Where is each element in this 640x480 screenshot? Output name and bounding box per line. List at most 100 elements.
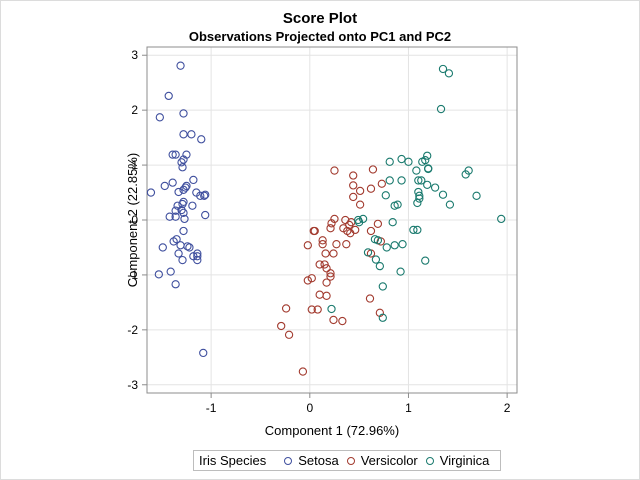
data-point	[385, 176, 394, 185]
y-tick-label: 0	[131, 213, 138, 227]
data-point	[342, 240, 351, 249]
data-point	[303, 276, 312, 285]
data-point	[327, 219, 336, 228]
grid-lines	[147, 47, 517, 393]
x-tick-label: 1	[405, 401, 412, 415]
data-point	[398, 240, 407, 249]
data-point	[171, 212, 180, 221]
data-point	[497, 214, 506, 224]
data-point	[371, 255, 381, 264]
legend-label: Virginica	[439, 453, 490, 468]
circle-marker-icon	[284, 456, 293, 465]
data-point	[413, 198, 422, 208]
data-point	[146, 188, 156, 197]
data-point	[366, 226, 376, 236]
data-point	[349, 181, 358, 190]
data-point	[341, 215, 350, 225]
legend-label: Setosa	[298, 453, 339, 468]
data-point	[355, 186, 365, 196]
data-point	[281, 304, 291, 313]
data-point	[201, 210, 210, 220]
data-point	[182, 181, 191, 191]
data-point	[179, 155, 188, 164]
data-point	[330, 214, 339, 224]
data-point	[390, 241, 399, 250]
data-point	[189, 175, 198, 185]
data-point	[179, 208, 188, 218]
data-point	[298, 367, 308, 376]
data-point	[174, 187, 183, 197]
data-point	[365, 294, 375, 303]
data-point	[375, 261, 385, 271]
data-point	[277, 321, 286, 331]
data-point	[351, 225, 360, 235]
data-point	[171, 206, 180, 215]
legend-label: Versicolor	[360, 453, 418, 468]
data-point	[409, 225, 418, 235]
data-point	[373, 219, 383, 228]
data-point	[413, 225, 422, 235]
data-point	[363, 248, 373, 257]
data-point	[164, 91, 173, 101]
data-point	[160, 181, 169, 191]
series-versicolor	[277, 165, 386, 376]
data-point	[179, 130, 188, 139]
data-point	[180, 214, 189, 224]
legend: Iris Species Setosa Versicolor Virginica	[193, 450, 501, 471]
data-point	[349, 192, 358, 202]
data-point	[154, 270, 163, 279]
data-point	[320, 260, 329, 269]
data-point	[200, 191, 209, 200]
data-point	[165, 212, 174, 221]
data-point	[199, 348, 208, 358]
data-point	[179, 197, 188, 207]
data-point	[318, 240, 327, 249]
data-point	[307, 305, 316, 314]
data-point	[315, 290, 324, 299]
data-point	[421, 155, 430, 165]
data-point	[171, 150, 180, 159]
x-tick-label: 0	[306, 401, 313, 415]
data-point	[397, 154, 406, 164]
x-tick-label: -1	[206, 401, 217, 415]
data-point	[385, 157, 394, 166]
data-point	[464, 166, 473, 175]
data-point	[166, 267, 175, 276]
data-point	[179, 226, 188, 236]
data-point	[327, 304, 336, 314]
chart-subtitle: Observations Projected onto PC1 and PC2	[188, 29, 452, 44]
circle-marker-icon	[346, 456, 355, 465]
data-point	[330, 166, 339, 175]
data-point	[326, 224, 335, 233]
data-point	[415, 194, 424, 203]
data-point	[181, 183, 190, 192]
data-point	[307, 274, 316, 283]
data-point	[193, 252, 202, 261]
data-point	[310, 226, 319, 236]
x-axis-label: Component 1 (72.96%)	[265, 423, 399, 438]
legend-item-versicolor: Versicolor	[346, 453, 418, 468]
data-point	[326, 272, 335, 281]
data-point	[196, 191, 205, 200]
data-point	[345, 220, 354, 230]
x-axis: -1 0 1 2	[206, 393, 511, 415]
data-point	[423, 180, 432, 190]
data-point	[412, 166, 421, 175]
data-point	[193, 255, 202, 265]
data-point	[438, 64, 448, 74]
data-point	[179, 109, 188, 118]
data-point	[424, 164, 433, 174]
data-point	[417, 176, 426, 185]
data-point	[404, 157, 413, 166]
data-point	[188, 201, 197, 210]
data-point	[326, 269, 335, 278]
data-point	[390, 201, 399, 210]
data-point	[382, 243, 391, 252]
data-point	[315, 260, 324, 269]
data-point	[318, 236, 327, 245]
legend-title: Iris Species	[199, 453, 267, 468]
data-point	[329, 249, 338, 258]
data-point	[174, 249, 183, 258]
data-point	[322, 278, 331, 287]
